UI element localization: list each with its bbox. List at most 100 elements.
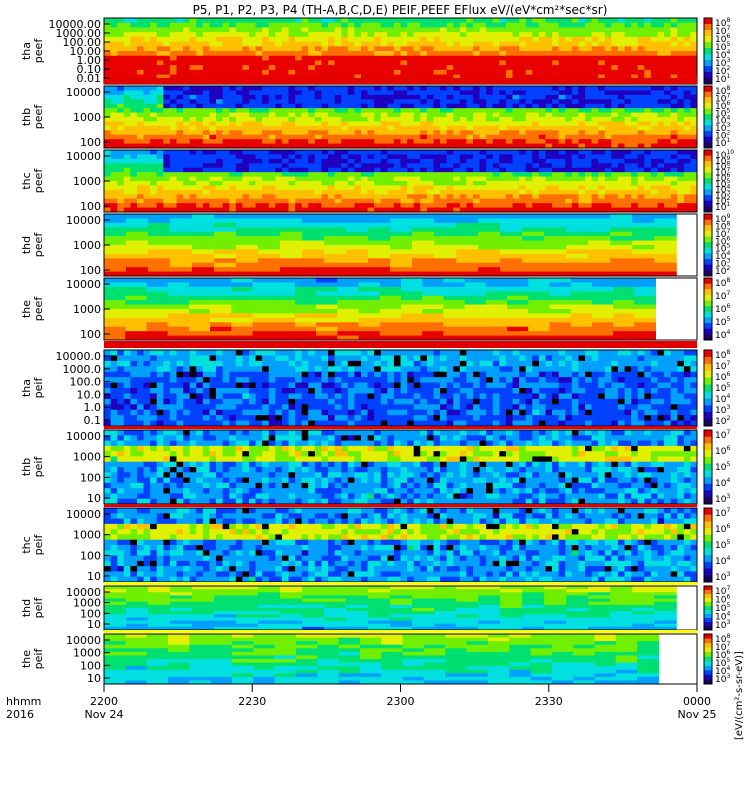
spectrogram-cell xyxy=(324,267,347,272)
spectrogram-cell xyxy=(598,99,605,104)
spectrogram-cell xyxy=(453,42,460,47)
spectrogram-cell xyxy=(657,99,664,104)
spectrogram-cell xyxy=(111,104,118,109)
spectrogram-cell xyxy=(381,90,388,95)
spectrogram-cell xyxy=(394,95,401,100)
spectrogram-cell xyxy=(407,130,414,135)
spectrogram-cell xyxy=(104,223,127,228)
spectrogram-cell xyxy=(157,177,164,182)
spectrogram-cell xyxy=(157,154,164,159)
spectrogram-cell xyxy=(407,172,414,177)
spectrogram-cell xyxy=(549,305,571,310)
spectrogram-cell xyxy=(374,172,381,177)
spectrogram-cell xyxy=(124,361,131,367)
spectrogram-cell xyxy=(638,42,645,47)
spectrogram-cell xyxy=(117,126,124,131)
spectrogram-cell xyxy=(598,95,605,100)
spectrogram-cell xyxy=(374,139,381,144)
spectrogram-cell xyxy=(354,99,361,104)
spectrogram-cell xyxy=(456,223,479,228)
spectrogram-cell xyxy=(124,27,131,32)
spectrogram-cell xyxy=(282,46,289,51)
spectrogram-cell xyxy=(216,410,223,416)
spectrogram-cell xyxy=(657,90,664,95)
spectrogram-cell xyxy=(552,130,559,135)
spectrogram-cell xyxy=(209,18,216,23)
spectrogram-cell xyxy=(460,104,467,109)
spectrogram-cell xyxy=(170,99,177,104)
spectrogram-cell xyxy=(381,113,388,118)
spectrogram-cell xyxy=(130,117,137,122)
spectrogram-cell xyxy=(236,236,259,241)
spectrogram-cell xyxy=(528,291,550,296)
spectrogram-cell xyxy=(532,121,539,126)
spectrogram-cell xyxy=(111,130,118,135)
spectrogram-cell xyxy=(566,232,589,237)
spectrogram-cell xyxy=(381,51,388,56)
spectrogram-cell xyxy=(216,415,223,421)
spectrogram-cell xyxy=(295,18,302,23)
spectrogram-cell xyxy=(236,51,243,56)
spectrogram-cell xyxy=(526,190,533,195)
spectrogram-cell xyxy=(256,154,263,159)
spectrogram-cell xyxy=(631,70,638,75)
spectrogram-cell xyxy=(183,372,190,378)
spectrogram-cell xyxy=(394,177,401,182)
spectrogram-cell xyxy=(632,241,655,246)
spectrogram-cell xyxy=(631,190,638,195)
spectrogram-cell xyxy=(242,185,249,190)
spectrogram-cell xyxy=(150,393,157,399)
spectrogram-cell xyxy=(394,168,401,173)
spectrogram-cell xyxy=(242,56,249,61)
spectrogram-cell xyxy=(335,172,342,177)
spectrogram-cell xyxy=(519,159,526,164)
spectrogram-cell xyxy=(190,65,197,70)
spectrogram-cell xyxy=(146,305,168,310)
spectrogram-cell xyxy=(130,135,137,140)
spectrogram-cell xyxy=(522,223,545,228)
spectrogram-cell xyxy=(104,130,111,135)
spectrogram-cell xyxy=(216,383,223,389)
y-tick-label: 10000 xyxy=(66,150,101,163)
spectrogram-cell xyxy=(183,159,190,164)
spectrogram-cell xyxy=(565,60,572,65)
spectrogram-cell xyxy=(252,300,274,305)
spectrogram-cell xyxy=(274,318,296,323)
spectrogram-cell xyxy=(223,388,230,394)
spectrogram-cell xyxy=(328,163,335,168)
spectrogram-cell xyxy=(258,263,281,268)
spectrogram-cell xyxy=(407,159,414,164)
spectrogram-cell xyxy=(414,121,421,126)
spectrogram-cell xyxy=(552,104,559,109)
spectrogram-cell xyxy=(565,32,572,37)
spectrogram-cell xyxy=(302,99,309,104)
spectrogram-cell xyxy=(374,194,381,199)
spectrogram-cell xyxy=(150,410,157,416)
spectrogram-cell xyxy=(361,185,368,190)
spectrogram-cell xyxy=(618,117,625,122)
spectrogram-cell xyxy=(528,331,550,336)
spectrogram-cell xyxy=(578,154,585,159)
spectrogram-cell xyxy=(223,415,230,421)
spectrogram-cell xyxy=(183,18,190,23)
spectrogram-cell xyxy=(539,42,546,47)
spectrogram-cell xyxy=(282,130,289,135)
spectrogram-cell xyxy=(651,159,658,164)
spectrogram-cell xyxy=(328,185,335,190)
spectrogram-cell xyxy=(262,117,269,122)
spectrogram-cell xyxy=(269,27,276,32)
spectrogram-cell xyxy=(528,296,550,301)
spectrogram-cell xyxy=(258,245,281,250)
spectrogram-cell xyxy=(288,181,295,186)
spectrogram-cell xyxy=(252,331,274,336)
spectrogram-cell xyxy=(644,117,651,122)
spectrogram-cell xyxy=(664,113,671,118)
spectrogram-cell xyxy=(559,139,566,144)
spectrogram-cell xyxy=(592,90,599,95)
spectrogram-cell xyxy=(690,154,697,159)
spectrogram-cell xyxy=(544,263,567,268)
spectrogram-cell xyxy=(104,172,111,177)
spectrogram-cell xyxy=(625,177,632,182)
spectrogram-cell xyxy=(638,154,645,159)
spectrogram-cell xyxy=(223,159,230,164)
